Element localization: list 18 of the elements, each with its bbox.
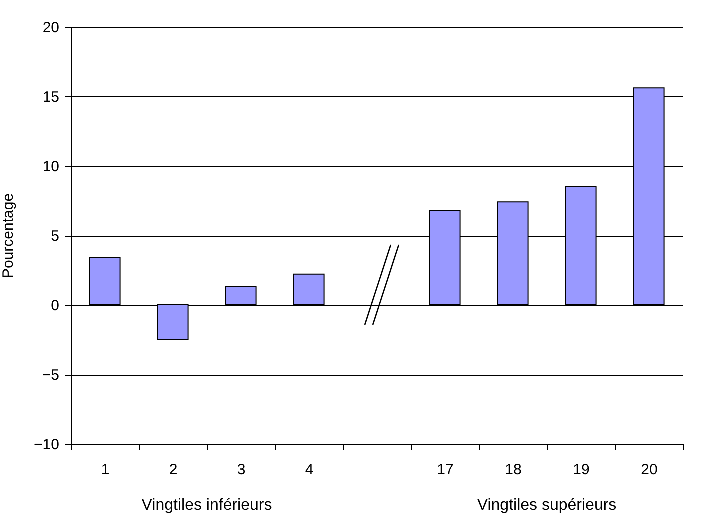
text: Vingtiles inférieurs [142, 497, 272, 515]
x-tick-label: 4 [305, 462, 314, 478]
x-tick-label: 19 [573, 462, 590, 478]
y-tick-label: 15 [42, 89, 60, 106]
y-axis-title: Pourcentage [0, 193, 18, 279]
text: Vingtiles supérieurs [477, 497, 617, 515]
y-tick-label: 20 [42, 20, 60, 36]
x-tick-label: 1 [101, 462, 110, 478]
y-tick-label: −5 [42, 367, 60, 384]
y-tick-label: 0 [51, 298, 60, 314]
x-tick-label: 20 [641, 462, 658, 478]
y-tick-label: 10 [42, 158, 60, 176]
y-tick-label: 5 [51, 228, 60, 245]
x-tick-label: 18 [505, 462, 522, 478]
y-tick-label: −10 [34, 436, 60, 454]
x-tick-label: 17 [437, 462, 454, 478]
x-tick-label: 2 [169, 462, 178, 478]
x-tick-label: 3 [237, 462, 246, 478]
